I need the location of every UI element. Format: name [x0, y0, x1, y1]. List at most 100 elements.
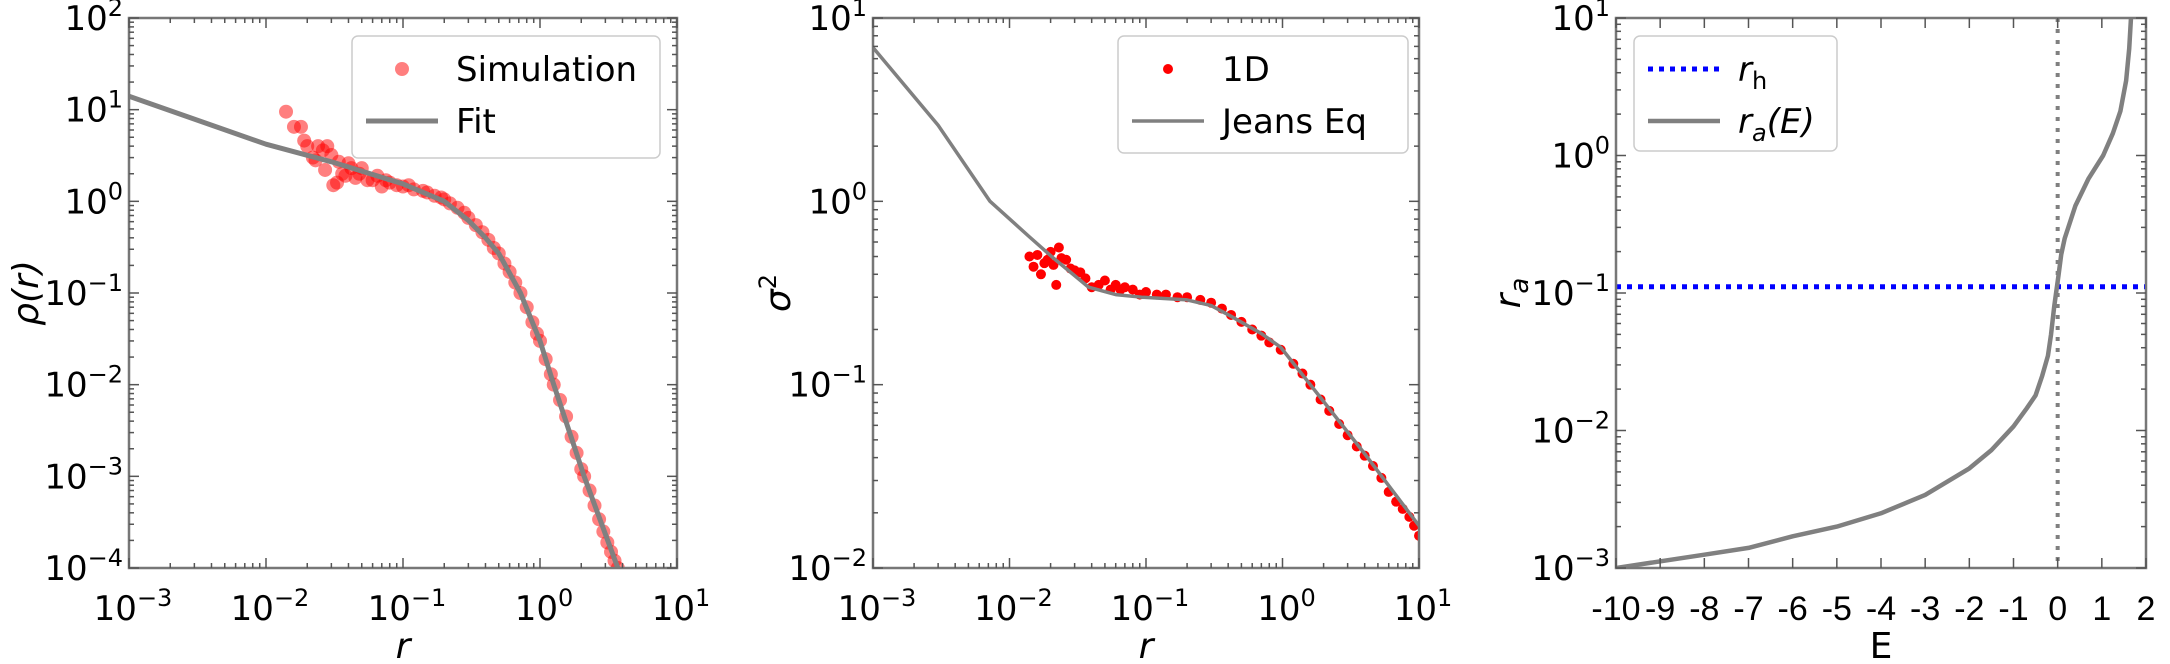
- y-tick-label: 101: [1551, 0, 1610, 39]
- legend-label: rh: [1738, 50, 1767, 95]
- plot-area: [1616, 18, 2146, 568]
- tick-exponent: 2: [108, 0, 123, 22]
- x-tick-label: -10: [1591, 590, 1640, 628]
- data-point: [1035, 269, 1046, 280]
- tick-base: 10: [64, 182, 107, 222]
- tick-exponent: 1: [852, 0, 867, 22]
- x-tick-label: 2: [2137, 590, 2156, 628]
- tick-base: 10: [64, 0, 107, 39]
- x-tick-label: 10−3: [838, 584, 917, 629]
- tick-base: 10: [1394, 589, 1437, 629]
- y-tick-label: 10−4: [44, 544, 123, 589]
- legend-label-sub: h: [1752, 67, 1767, 95]
- tick-exponent: −2: [88, 361, 123, 389]
- data-point: [1032, 249, 1043, 260]
- y-tick-label: 101: [808, 0, 867, 39]
- legend-label-sub: a: [1752, 119, 1767, 147]
- legend-label: Jeans Eq: [1220, 102, 1367, 142]
- tick-base: 10: [808, 0, 851, 39]
- y-tick-label: 10−3: [44, 452, 123, 497]
- tick-exponent: 1: [1437, 584, 1452, 612]
- x-tick-label: 100: [1257, 584, 1316, 629]
- tick-base: 10: [788, 549, 831, 589]
- tick-exponent: −3: [1575, 544, 1610, 572]
- data-point: [1141, 287, 1151, 298]
- tick-base: 10: [808, 182, 851, 222]
- tick-base: 10: [1257, 589, 1300, 629]
- tick-base: 10: [64, 91, 107, 131]
- x-tick-label: -1: [1998, 590, 2028, 628]
- y-axis-label: ρ(r): [6, 260, 47, 326]
- y-tick-label: 100: [1551, 132, 1610, 177]
- anisotropy-panel: -10 -9 -8 -7 -6 -5 -4 -3 -2 -1 0 1 210−310−210−11001…: [1488, 0, 2155, 664]
- tick-base: 10: [1111, 589, 1154, 629]
- x-axis-label: r: [1139, 626, 1156, 664]
- legend: Simulation Fit: [351, 35, 661, 159]
- y-label-sub: a: [1505, 278, 1535, 294]
- tick-exponent: 0: [1300, 584, 1315, 612]
- x-tick-label: -8: [1689, 590, 1719, 628]
- x-tick-label: 1: [2092, 590, 2111, 628]
- dispersion-panel: 10−3 10−2 10−1 100 10110−210−1100101rσ21DJea…: [754, 0, 1452, 664]
- legend-label: Fit: [456, 102, 496, 142]
- tick-exponent: −3: [88, 452, 123, 480]
- legend-label: ra(E): [1738, 102, 1815, 147]
- x-tick-label: -3: [1910, 590, 1940, 628]
- x-tick-label: -6: [1778, 590, 1808, 628]
- x-tick-label: 10−1: [1111, 584, 1190, 629]
- y-tick-label: 101: [64, 86, 123, 131]
- tick-base: 10: [44, 457, 87, 497]
- x-tick-label: -7: [1733, 590, 1763, 628]
- legend: 1D Jeans Eq: [1117, 35, 1409, 154]
- x-axis-label: E: [1870, 626, 1893, 664]
- data-point: [1053, 242, 1064, 253]
- data-point: [1061, 254, 1072, 265]
- data-point: [1028, 261, 1039, 272]
- tick-base: 10: [974, 589, 1017, 629]
- tick-base: 10: [1551, 137, 1594, 177]
- tick-base: 10: [1551, 0, 1594, 39]
- x-tick-label: 101: [652, 584, 711, 629]
- series-line: [1616, 18, 2134, 568]
- y-axis-label: ra: [1488, 278, 1535, 309]
- x-tick-label: 100: [515, 584, 574, 629]
- data-point: [1051, 279, 1062, 290]
- tick-base: 10: [515, 589, 558, 629]
- tick-exponent: 0: [1595, 132, 1610, 160]
- y-tick-label: 10−1: [788, 361, 867, 406]
- x-tick-label: 10−3: [94, 584, 173, 629]
- tick-exponent: −2: [832, 544, 867, 572]
- tick-exponent: −2: [274, 584, 309, 612]
- y-axis-label: σ2: [754, 274, 799, 312]
- x-tick-label: 10−2: [974, 584, 1053, 629]
- tick-exponent: −4: [88, 544, 123, 572]
- data-point: [318, 162, 333, 177]
- x-tick-label: 101: [1394, 584, 1453, 629]
- data-point: [1127, 284, 1138, 295]
- x-tick-label: 10−1: [368, 584, 447, 629]
- y-label-main: σ: [758, 288, 799, 312]
- y-tick-label: 10−3: [1531, 544, 1610, 589]
- tick-exponent: −1: [1154, 584, 1189, 612]
- tick-exponent: 0: [108, 177, 123, 205]
- tick-exponent: 1: [108, 86, 123, 114]
- tick-exponent: −2: [1017, 584, 1052, 612]
- tick-base: 10: [788, 366, 831, 406]
- plot-area: [873, 46, 1419, 541]
- tick-base: 10: [368, 589, 411, 629]
- tick-exponent: −3: [137, 584, 172, 612]
- tick-base: 10: [231, 589, 274, 629]
- x-tick-label: -2: [1954, 590, 1984, 628]
- legend-label-main: r: [1738, 50, 1754, 90]
- x-tick-label: -9: [1645, 590, 1675, 628]
- y-tick-label: 10−1: [44, 269, 123, 314]
- y-tick-label: 10−2: [44, 361, 123, 406]
- y-label-main: r: [1488, 291, 1529, 308]
- tick-base: 10: [94, 589, 137, 629]
- tick-base: 10: [652, 589, 695, 629]
- legend-label-suffix: (E): [1767, 102, 1815, 142]
- data-point: [1099, 275, 1110, 286]
- tick-base: 10: [838, 589, 881, 629]
